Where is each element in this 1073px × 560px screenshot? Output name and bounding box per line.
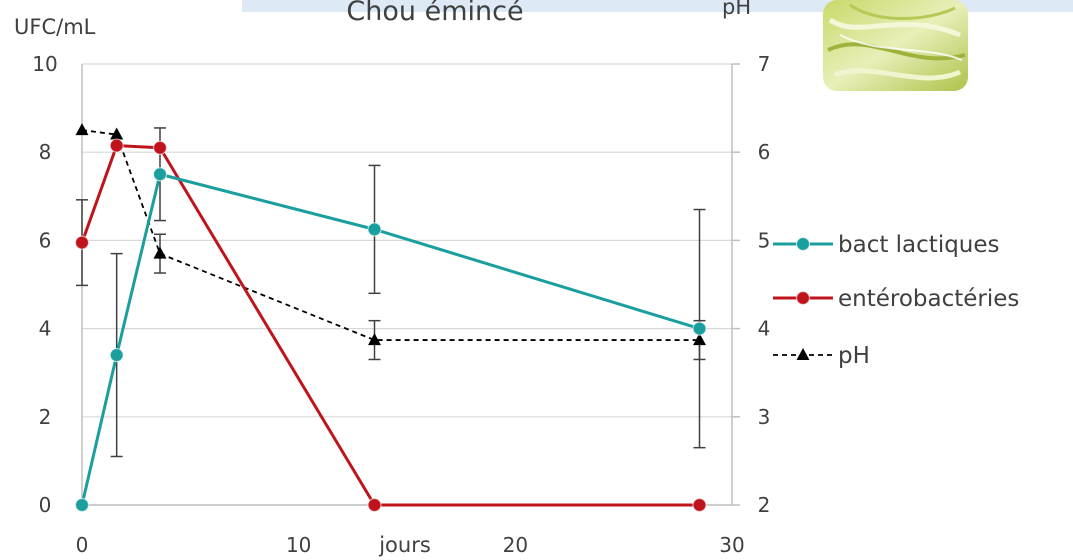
- x-tick-label: 30: [719, 533, 744, 557]
- x-tick-label: 0: [76, 533, 89, 557]
- data-point-bact-lactiques: [367, 222, 382, 237]
- data-point-ph: [368, 333, 381, 346]
- legend-swatch-marker: [795, 290, 811, 306]
- data-point-ph: [693, 333, 706, 346]
- y-left-tick-label: 6: [39, 228, 52, 252]
- legend-swatch-marker: [795, 236, 811, 252]
- data-point-enterobacteries: [109, 138, 124, 153]
- y-left-tick-label: 10: [32, 52, 57, 76]
- legend-label: bact lactiques: [838, 232, 1000, 258]
- y-right-axis-label: pH: [722, 0, 751, 19]
- cabbage-photo: [823, 0, 968, 91]
- legend: bact lactiques entérobactéries pH: [773, 232, 1019, 369]
- legend-swatch-marker: [796, 348, 810, 360]
- legend-entry-ph: pH: [773, 343, 870, 369]
- chart-title: Chou émincé: [346, 0, 523, 27]
- legend-label: pH: [838, 343, 870, 369]
- y-left-tick-label: 8: [39, 140, 52, 164]
- data-point-enterobacteries: [152, 140, 168, 155]
- data-point-enterobacteries: [692, 497, 707, 513]
- y-left-tick-label: 0: [39, 493, 52, 517]
- data-point-bact-lactiques: [692, 321, 707, 336]
- x-tick-label: 10: [286, 533, 311, 557]
- tick-labels: 0 2 4 6 8 10 2 3 4 5 6 7 0 10 20 30: [32, 52, 770, 557]
- y-right-tick-label: 5: [758, 228, 771, 252]
- y-right-tick-label: 3: [758, 405, 771, 429]
- data-point-enterobacteries: [367, 497, 382, 513]
- data-point-bact-lactiques: [109, 347, 124, 363]
- data-point-enterobacteries: [74, 235, 90, 250]
- data-point-ph: [75, 123, 89, 136]
- x-tick-label: 20: [503, 533, 528, 557]
- y-right-tick-label: 6: [758, 140, 771, 164]
- y-right-tick-label: 2: [758, 493, 771, 517]
- y-left-tick-label: 2: [39, 405, 52, 429]
- legend-label: entérobactéries: [838, 286, 1019, 312]
- data-point-ph: [153, 246, 167, 259]
- data-point-bact-lactiques: [152, 167, 168, 182]
- y-right-tick-label: 4: [758, 317, 771, 341]
- legend-entry-enterobacteries: entérobactéries: [773, 286, 1019, 312]
- plot-area: [74, 123, 707, 513]
- data-point-bact-lactiques: [74, 497, 90, 513]
- gridlines: [82, 63, 732, 506]
- axes: [81, 63, 740, 506]
- y-left-axis-label: UFC/mL: [14, 15, 96, 39]
- series-line-enterobacteries: [80, 144, 700, 507]
- legend-entry-bact-lactiques: bact lactiques: [773, 232, 1000, 258]
- x-axis-label: jours: [378, 533, 431, 557]
- data-point-ph: [110, 127, 124, 140]
- y-left-tick-label: 4: [39, 317, 52, 341]
- y-right-tick-label: 7: [758, 52, 771, 76]
